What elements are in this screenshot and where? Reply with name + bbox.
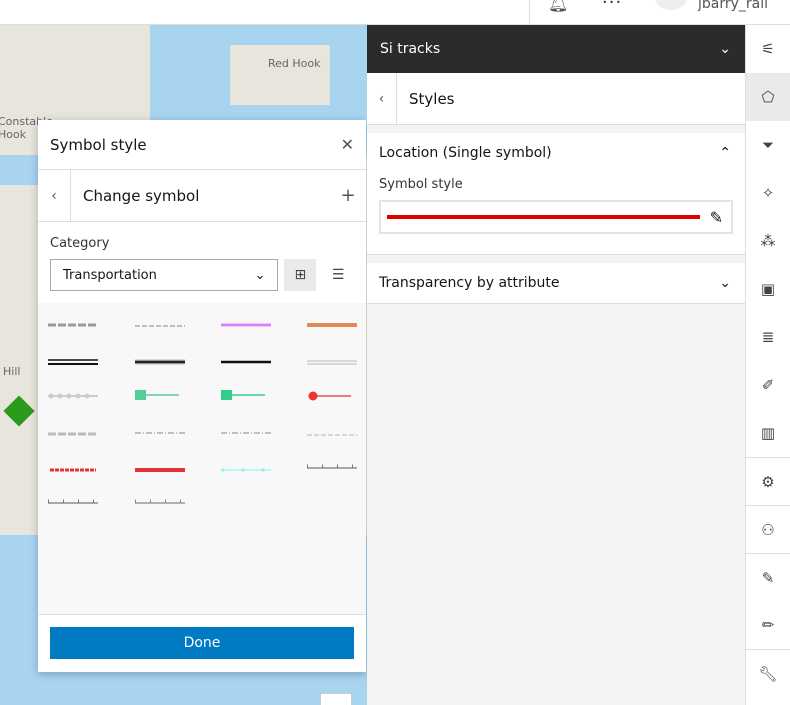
effects-icon[interactable]: ✧ (761, 184, 775, 202)
symbol-style-dialog: Symbol style ✕ ‹ Change symbol + Categor… (38, 120, 366, 672)
grid-view-button[interactable]: ⊞ (284, 259, 317, 291)
category-label: Category (50, 236, 110, 251)
filter-icon[interactable]: ⏷ (761, 136, 774, 154)
done-button[interactable]: Done (50, 627, 354, 659)
screen-toggle-button[interactable]: ▭ (320, 693, 352, 705)
symbol-option[interactable] (306, 317, 358, 331)
chevron-left-icon: ‹ (51, 187, 57, 204)
location-title: Location (Single symbol) (379, 145, 552, 161)
symbol-option[interactable] (307, 426, 357, 440)
popups-icon[interactable]: ▣ (760, 280, 776, 298)
symbol-option[interactable] (221, 388, 271, 402)
category-value: Transportation (63, 267, 157, 283)
symbol-option[interactable] (221, 462, 271, 476)
top-bar: 🔔︎ ··· jbarry_rail (0, 0, 790, 25)
map-label: Constable Hook (0, 115, 53, 141)
list-view-button[interactable]: ☰ (322, 259, 354, 291)
labels-icon[interactable]: ≣ (761, 328, 775, 346)
symbol-option[interactable] (48, 426, 98, 440)
chevron-down-icon: ⌄ (719, 275, 731, 291)
symbol-option[interactable] (48, 497, 98, 511)
layer-selector[interactable]: Si tracks ⌄ (367, 25, 745, 73)
symbol-option[interactable] (48, 354, 98, 368)
symbol-option[interactable] (135, 497, 185, 511)
pencil-icon: ✎ (709, 207, 723, 227)
chevron-down-icon: ⌄ (719, 41, 731, 57)
symbol-option[interactable] (134, 462, 186, 476)
edit-icon[interactable]: ✎ (746, 553, 790, 601)
water (0, 155, 40, 185)
land (230, 45, 330, 105)
layer-title: Si tracks (380, 41, 441, 57)
transparency-title: Transparency by attribute (379, 275, 560, 291)
plus-icon[interactable]: + (340, 185, 356, 206)
symbol-option[interactable] (221, 354, 271, 368)
close-icon[interactable]: ✕ (340, 135, 354, 154)
chevron-up-icon: ⌃ (719, 145, 731, 161)
sketch-icon[interactable]: ✏ (761, 616, 775, 634)
chevron-down-icon: ⌄ (254, 267, 266, 283)
back-button[interactable]: ‹ (38, 169, 71, 222)
chevron-left-icon: ‹ (378, 90, 385, 107)
styles-icon[interactable]: ⬠ (746, 73, 790, 121)
symbol-option[interactable] (48, 388, 99, 402)
bell-icon[interactable]: 🔔︎ (548, 0, 569, 13)
dialog-title: Symbol style (50, 135, 147, 154)
track-feature[interactable] (3, 395, 35, 427)
grid-icon: ⊞ (294, 267, 307, 283)
symbol-option[interactable] (135, 317, 185, 331)
tools-icon[interactable]: 🔧︎ (746, 649, 790, 697)
symbol-option[interactable] (48, 462, 98, 476)
line-symbol-preview (387, 215, 700, 219)
symbol-option[interactable] (135, 426, 185, 440)
styles-title: Styles (409, 89, 455, 108)
symbol-option[interactable] (307, 388, 357, 402)
symbol-option[interactable] (307, 354, 357, 368)
side-toolbar: ⚟ ⬠ ⏷ ✧ ⁂ ▣ ≣ ✐ ▥ ⚙ ⚇ ✎ ✏ 🔧︎ (745, 25, 790, 705)
symbol-style-button[interactable]: ✎ (379, 200, 733, 234)
list-icon: ☰ (331, 267, 345, 283)
symbol-option[interactable] (135, 388, 185, 402)
transparency-section-header[interactable]: Transparency by attribute ⌄ (367, 263, 745, 303)
symbol-option[interactable] (135, 354, 185, 368)
configure-icon[interactable]: ⚙ (746, 457, 790, 505)
charts-icon[interactable]: ▥ (760, 424, 776, 442)
transparency-section: Transparency by attribute ⌄ (367, 263, 745, 304)
symbol-option[interactable] (221, 426, 271, 440)
change-symbol-title: Change symbol (83, 186, 200, 205)
symbol-option[interactable] (221, 317, 271, 331)
sharing-icon[interactable]: ⚇ (746, 505, 790, 553)
location-section-header[interactable]: Location (Single symbol) ⌃ (367, 133, 745, 173)
location-section: Location (Single symbol) ⌃ Symbol style … (367, 133, 745, 255)
properties-icon[interactable]: ⚟ (761, 40, 775, 58)
avatar[interactable] (655, 0, 687, 10)
divider (529, 0, 530, 25)
map-label: Hill (3, 365, 21, 378)
symbol-option[interactable] (48, 317, 98, 331)
symbol-gallery (38, 303, 366, 614)
map-label: Red Hook (268, 57, 321, 70)
category-select[interactable]: Transportation ⌄ (50, 259, 279, 291)
username[interactable]: jbarry_rail (698, 0, 769, 12)
clustering-icon[interactable]: ⁂ (760, 232, 776, 250)
symbol-option[interactable] (307, 462, 357, 476)
fields-icon[interactable]: ✐ (761, 376, 775, 394)
styles-panel: Si tracks ⌄ ‹ Styles Location (Single sy… (367, 25, 745, 705)
symbol-style-label: Symbol style (379, 177, 463, 192)
more-icon[interactable]: ··· (602, 0, 623, 13)
back-button[interactable]: ‹ (367, 72, 397, 125)
